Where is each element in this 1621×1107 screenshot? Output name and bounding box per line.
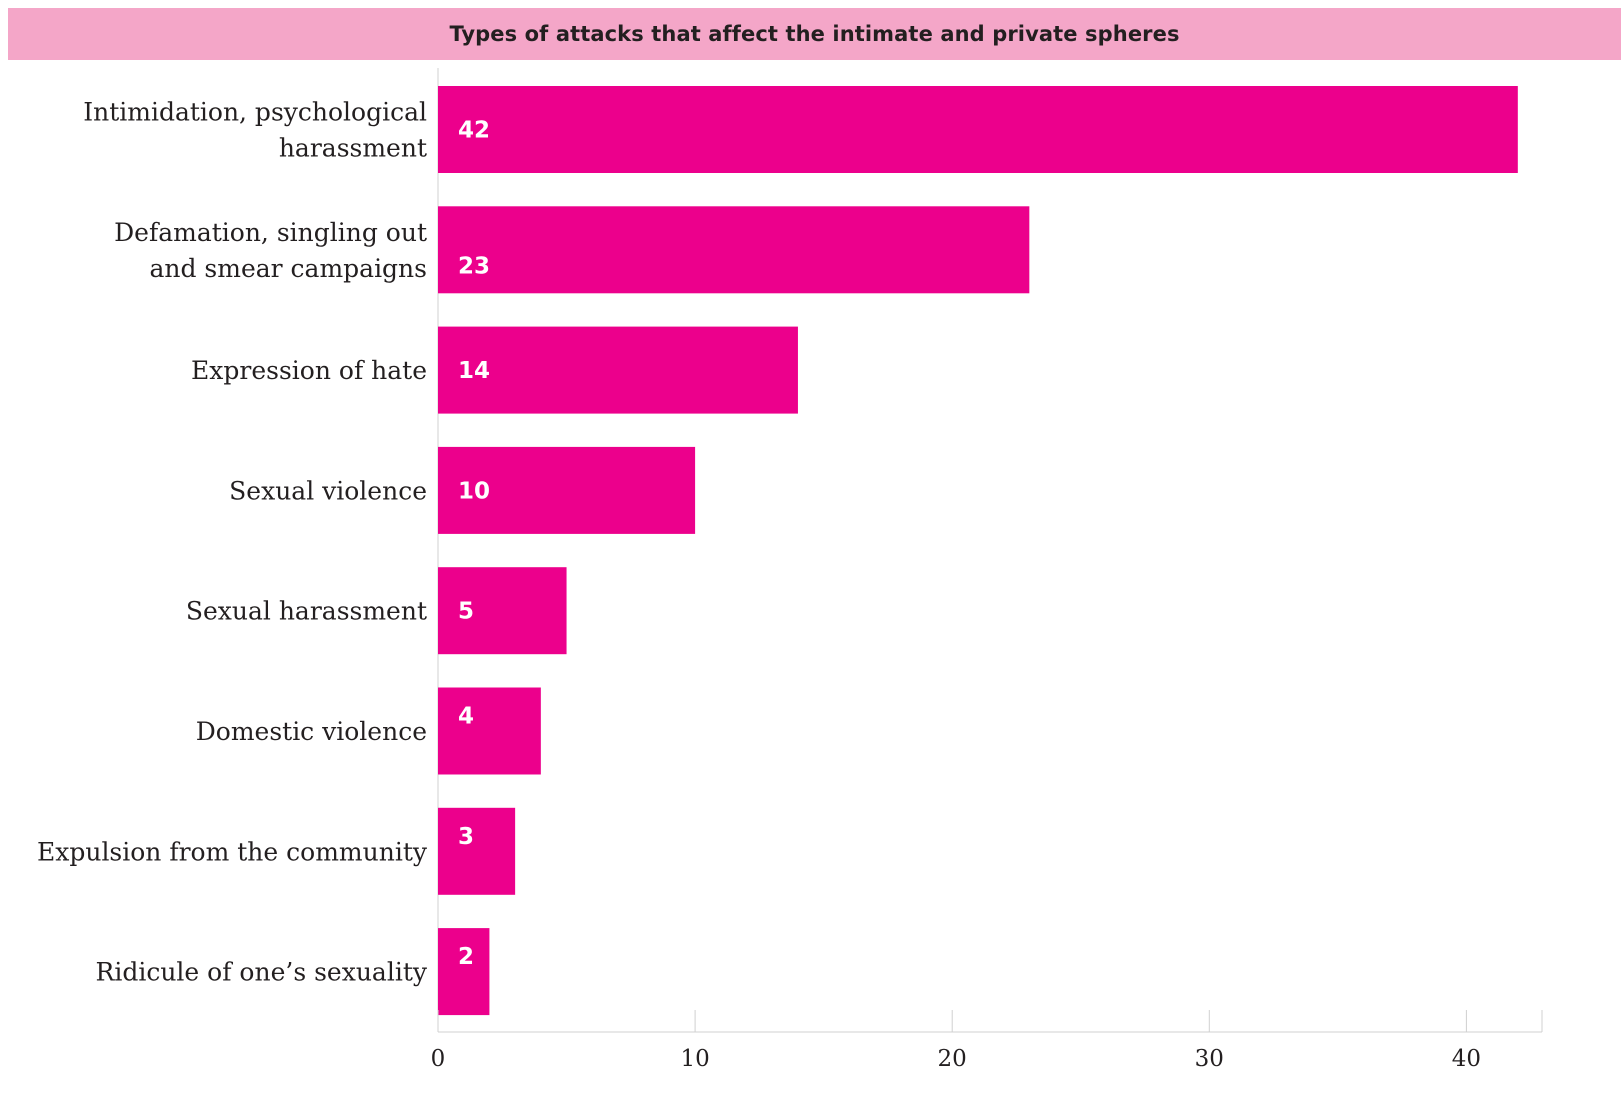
bar-value-label: 10 [458,478,490,504]
chart-title: Types of attacks that affect the intimat… [449,22,1180,46]
chart-title-bar: Types of attacks that affect the intimat… [8,8,1621,60]
x-tick-label: 10 [680,1046,709,1072]
bar-value-label: 2 [458,944,474,970]
category-label: Sexual harassment [186,597,427,626]
x-tick-label: 30 [1195,1046,1224,1072]
x-tick-label: 0 [431,1046,446,1072]
category-label: Defamation, singling out [114,218,427,247]
bar [438,687,541,775]
bar-value-label: 23 [458,253,490,279]
category-label: Expression of hate [191,356,427,385]
bar [438,206,1030,294]
x-tick-label: 40 [1452,1046,1481,1072]
bar-value-label: 3 [458,824,474,850]
category-label: and smear campaigns [149,254,427,283]
category-label: Sexual violence [229,476,427,505]
bar [438,928,490,1016]
category-label: Expulsion from the community [37,837,428,866]
bar [438,567,567,655]
category-label: Ridicule of one’s sexuality [96,958,428,987]
bar [438,86,1518,173]
x-tick-label: 20 [938,1046,967,1072]
bar [438,446,696,534]
bar-value-label: 4 [458,704,474,730]
bar [438,326,798,414]
bar-value-label: 5 [458,599,474,625]
bar-value-label: 42 [458,118,490,144]
category-label: Intimidation, psychological [83,98,427,127]
category-label: harassment [279,134,427,163]
bar-value-label: 14 [458,358,490,384]
category-label: Domestic violence [196,717,427,746]
bar [438,807,516,895]
